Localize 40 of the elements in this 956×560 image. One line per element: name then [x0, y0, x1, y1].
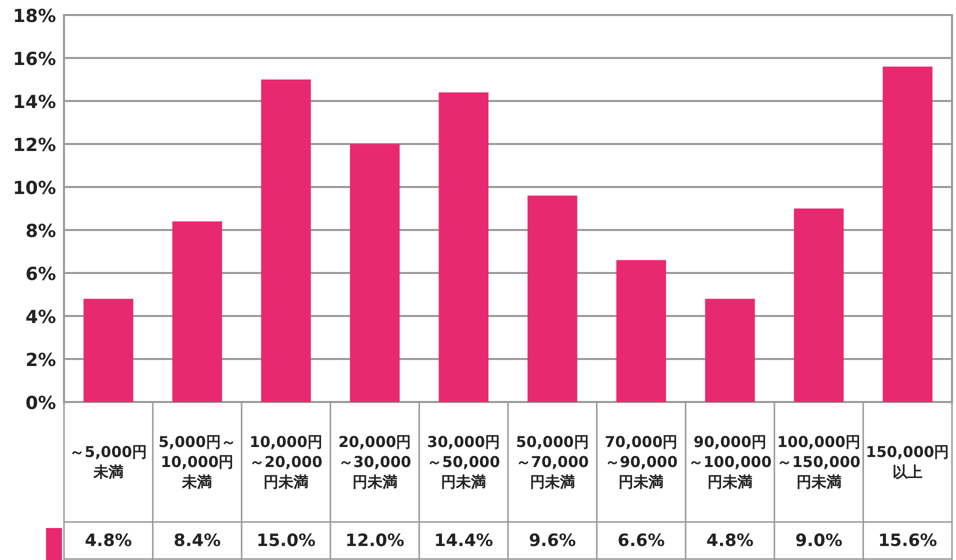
bar — [616, 260, 666, 402]
data-label: 4.8% — [84, 530, 133, 553]
data-label: 6.6% — [616, 530, 666, 553]
x-tick-label: 70,000円～90,000円未満 — [604, 432, 679, 494]
x-tick-label: 5,000円～10,000円未満 — [157, 432, 237, 494]
x-tick-label: 30,000円～50,000円未満 — [426, 432, 502, 494]
data-label: 12.0% — [344, 530, 406, 553]
data-label: 15.6% — [877, 530, 938, 553]
bar — [261, 80, 311, 402]
y-tick-label: 10% — [12, 178, 56, 199]
x-tick-label: ～5,000円未満 — [68, 442, 148, 483]
data-label: 9.0% — [794, 530, 844, 553]
x-tick-label: 90,000円～100,000円未満 — [687, 432, 773, 494]
data-label: 8.4% — [172, 530, 222, 553]
bar — [705, 298, 755, 402]
y-tick-label: 6% — [25, 264, 56, 285]
y-tick-label: 8% — [25, 221, 56, 242]
y-tick-label: 12% — [12, 135, 56, 156]
x-tick-label: 150,000円以上 — [864, 442, 950, 483]
bar — [528, 196, 578, 402]
y-tick-label: 4% — [25, 307, 56, 328]
bar — [172, 221, 222, 402]
x-tick-label: 10,000円～20,000円未満 — [248, 432, 324, 494]
y-tick-label: 14% — [12, 92, 56, 113]
x-tick-label: 50,000円～70,000円未満 — [514, 432, 590, 494]
y-tick-label: 2% — [25, 350, 56, 371]
bar — [438, 92, 488, 402]
x-tick-label: 20,000円～30,000円未満 — [337, 432, 412, 494]
y-tick-label: 16% — [12, 49, 56, 70]
x-tick-label: 100,000円～150,000円未満 — [776, 432, 862, 494]
bar — [84, 298, 134, 402]
bar — [350, 144, 400, 402]
y-tick-label: 0% — [25, 393, 56, 414]
data-label: 14.4% — [433, 530, 494, 553]
data-label: 4.8% — [705, 530, 755, 553]
y-tick-label: 18% — [12, 6, 56, 27]
data-label: 15.0% — [256, 530, 316, 553]
data-label: 9.6% — [528, 530, 577, 553]
bar — [794, 208, 844, 402]
bar — [882, 66, 932, 402]
